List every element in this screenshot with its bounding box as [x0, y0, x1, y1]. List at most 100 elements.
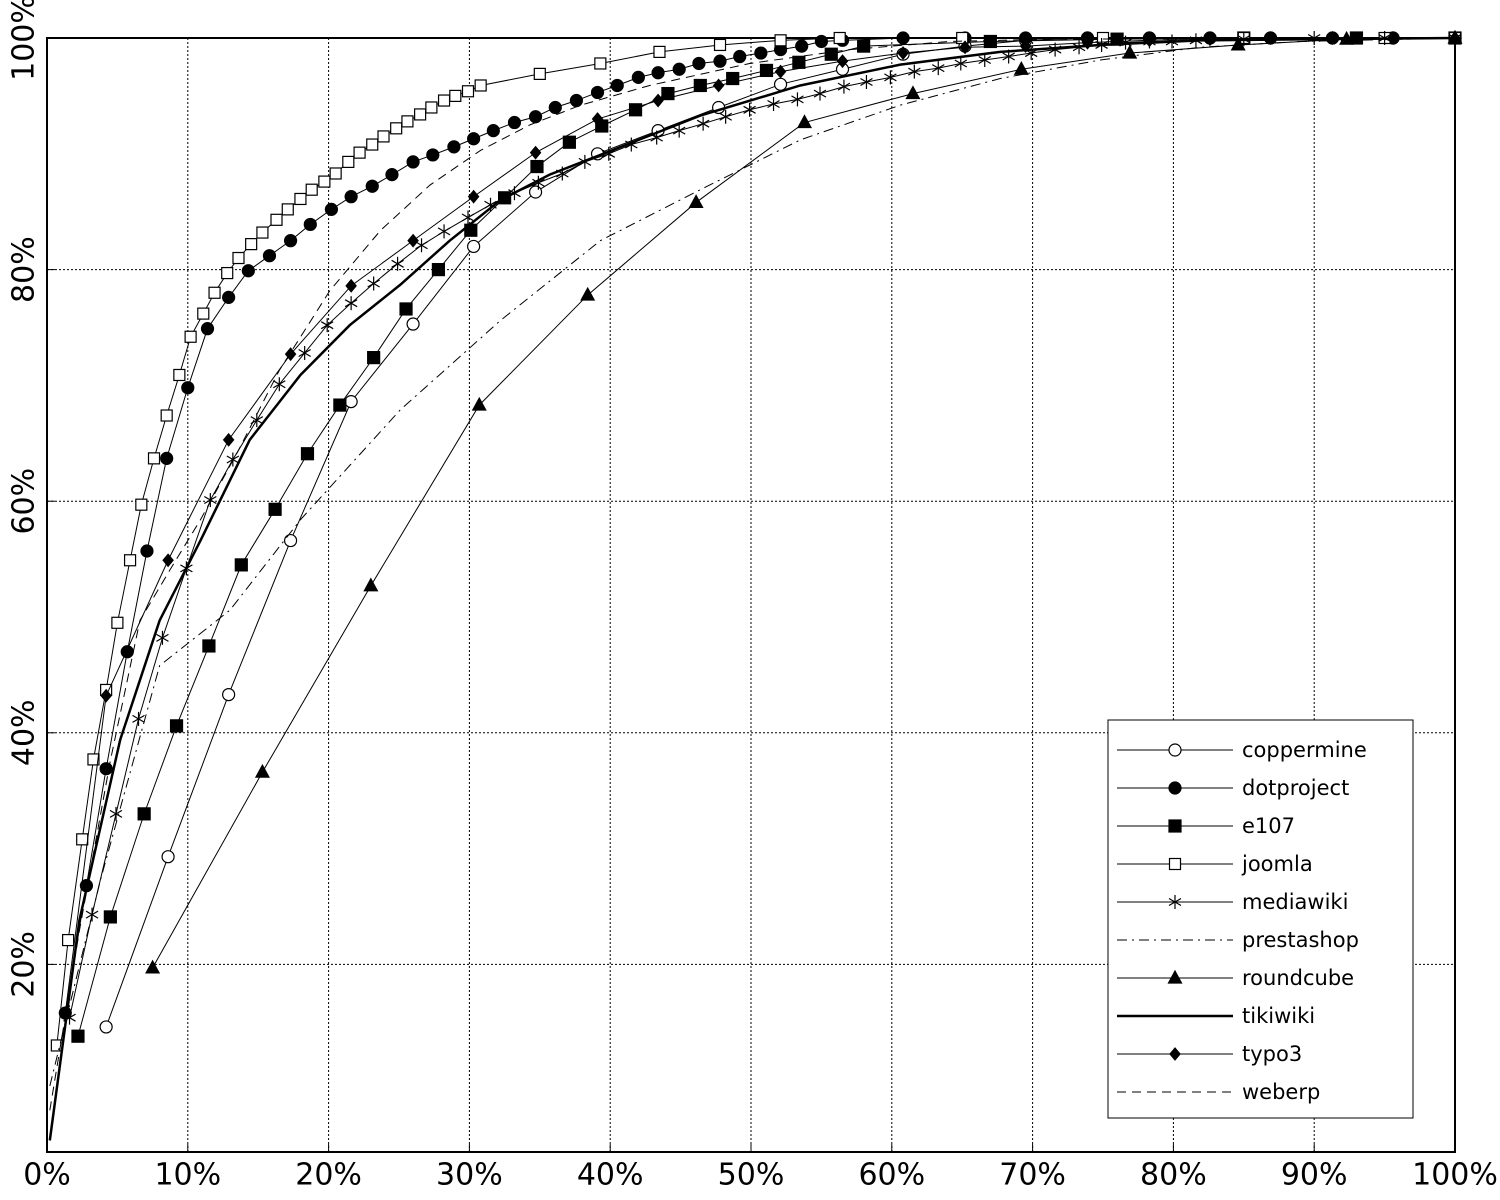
marker-shape: [173, 368, 186, 382]
marker: [437, 224, 451, 239]
marker: [305, 183, 318, 196]
x-tick-label: 30%: [436, 1158, 503, 1193]
marker: [449, 89, 462, 103]
marker: [320, 318, 334, 333]
marker: [792, 55, 806, 69]
marker: [431, 263, 446, 277]
marker-shape: [533, 67, 546, 80]
marker-shape: [719, 112, 732, 121]
marker-shape: [365, 179, 379, 193]
marker: [908, 64, 921, 79]
marker-shape: [837, 82, 851, 91]
marker-shape: [908, 67, 921, 76]
marker-shape: [528, 110, 543, 124]
marker-shape: [661, 86, 675, 101]
marker-shape: [814, 34, 829, 49]
marker-shape: [406, 155, 420, 169]
marker: [204, 493, 217, 508]
marker: [692, 56, 706, 71]
marker: [324, 202, 339, 216]
marker: [774, 34, 787, 47]
marker: [474, 79, 487, 92]
marker: [366, 138, 379, 151]
marker: [580, 286, 596, 301]
marker: [713, 38, 727, 52]
marker: [814, 34, 829, 49]
marker-shape: [983, 34, 997, 49]
marker-shape: [160, 451, 174, 465]
marker-shape: [713, 38, 727, 52]
marker-shape: [824, 47, 838, 61]
marker-shape: [111, 616, 124, 629]
marker: [594, 57, 607, 70]
marker-shape: [556, 169, 569, 178]
marker: [256, 226, 269, 239]
marker: [140, 544, 154, 558]
marker-shape: [628, 103, 643, 117]
marker: [147, 452, 161, 465]
marker-shape: [256, 226, 269, 239]
x-tick-label: 80%: [1140, 1158, 1207, 1193]
marker-shape: [1081, 35, 1094, 50]
marker: [294, 192, 307, 206]
marker: [197, 307, 210, 320]
marker: [857, 39, 871, 53]
marker: [222, 290, 236, 304]
marker-shape: [530, 159, 544, 174]
marker: [281, 203, 294, 216]
marker-shape: [305, 183, 318, 196]
marker-shape: [461, 213, 475, 222]
marker-shape: [100, 688, 112, 703]
marker-shape: [528, 185, 543, 199]
marker-shape: [590, 85, 605, 100]
legend-label: e107: [1242, 814, 1295, 838]
legend-label: dotproject: [1242, 776, 1349, 800]
marker: [283, 234, 298, 248]
marker-shape: [120, 645, 134, 659]
marker: [897, 46, 909, 60]
marker-shape: [202, 639, 216, 653]
marker-shape: [204, 496, 217, 505]
marker: [528, 110, 543, 124]
marker: [232, 251, 245, 265]
marker-shape: [733, 49, 747, 64]
marker: [202, 639, 216, 653]
marker-shape: [221, 266, 234, 280]
marker: [401, 115, 414, 128]
y-tick-label: 60%: [7, 468, 42, 535]
marker: [273, 377, 286, 392]
marker-shape: [222, 687, 236, 702]
marker-shape: [222, 432, 235, 447]
marker-shape: [437, 94, 451, 107]
marker: [399, 302, 413, 316]
marker: [1168, 895, 1182, 909]
marker: [87, 753, 100, 766]
marker: [743, 102, 756, 117]
marker-shape: [431, 263, 446, 277]
marker-shape: [860, 77, 873, 87]
x-tick-label: 40%: [577, 1158, 644, 1193]
marker-shape: [693, 78, 707, 93]
marker-shape: [1168, 857, 1182, 871]
legend-label: weberp: [1242, 1080, 1320, 1104]
marker-shape: [792, 55, 806, 69]
marker-shape: [884, 73, 897, 82]
marker: [1168, 743, 1182, 757]
marker: [426, 148, 440, 162]
marker: [860, 75, 873, 90]
marker-shape: [672, 62, 686, 76]
marker-shape: [401, 115, 414, 128]
series-line: [49, 37, 1456, 1111]
marker: [837, 79, 851, 94]
marker: [905, 85, 921, 100]
marker-shape: [208, 286, 221, 299]
marker: [1143, 33, 1156, 48]
marker-shape: [123, 554, 137, 567]
marker: [160, 451, 174, 465]
marker: [173, 368, 186, 382]
marker: [406, 155, 420, 169]
marker: [200, 322, 215, 336]
marker-shape: [529, 145, 542, 160]
marker: [363, 577, 379, 592]
marker: [754, 46, 768, 60]
